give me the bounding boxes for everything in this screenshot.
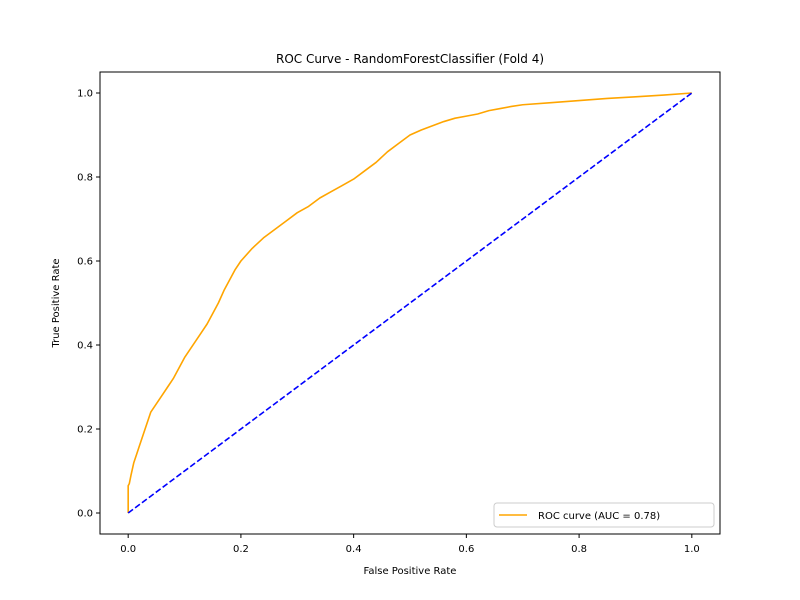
- y-tick-label: 0.6: [77, 257, 93, 268]
- x-tick-label: 0.6: [458, 544, 474, 555]
- legend-label-roc: ROC curve (AUC = 0.78): [538, 511, 660, 522]
- y-axis-label: True Positive Rate: [51, 258, 62, 348]
- chance-diagonal-line: [127, 92, 693, 514]
- y-tick-label: 0.4: [77, 341, 93, 352]
- legend-box: [493, 502, 715, 528]
- x-tick-label: 1.0: [684, 544, 700, 555]
- roc-curve-line: [127, 92, 692, 513]
- y-tick-label: 1.0: [77, 89, 93, 100]
- x-tick-label: 0.2: [233, 544, 249, 555]
- x-tick-label: 0.4: [346, 544, 362, 555]
- x-axis-label: False Positive Rate: [364, 566, 457, 577]
- y-tick-label: 0.2: [77, 425, 93, 436]
- y-tick-label: 0.0: [77, 509, 93, 520]
- series-layer: [127, 92, 693, 514]
- plot-frame: [99, 71, 721, 535]
- x-tick-label: 0.8: [571, 544, 587, 555]
- ticks-layer: 0.0 0.2 0.4 0.6 0.8 1.0 0.0 0.2 0.4 0.6 0.8 1.0: [77, 89, 700, 556]
- chart-title: ROC Curve - RandomForestClassifier (Fold…: [276, 52, 544, 66]
- x-tick-label: 0.0: [120, 544, 136, 555]
- y-tick-label: 0.8: [77, 173, 93, 184]
- plot-area: [100, 72, 720, 534]
- legend: ROC curve (AUC = 0.78): [493, 502, 715, 528]
